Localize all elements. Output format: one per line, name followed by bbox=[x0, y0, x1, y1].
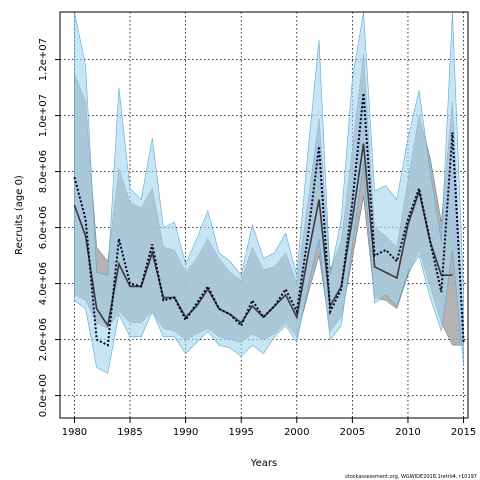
x-tick-label: 1980 bbox=[62, 427, 87, 438]
y-tick-label: 6.0e+06 bbox=[38, 206, 49, 249]
footer-note: stockassessment.org, WGWIDE2018.1retro4,… bbox=[345, 474, 477, 480]
y-tick-label: 1.0e+07 bbox=[38, 94, 49, 137]
y-tick-label: 8.0e+06 bbox=[38, 150, 49, 193]
x-tick-label: 2015 bbox=[451, 427, 476, 438]
y-axis-title: Recruits (age 0) bbox=[14, 175, 25, 255]
x-tick-label: 1985 bbox=[117, 427, 142, 438]
x-tick-label: 2005 bbox=[340, 427, 365, 438]
series-lines bbox=[73, 93, 465, 347]
y-tick-label: 2.0e+06 bbox=[38, 318, 49, 361]
confidence-bands bbox=[74, 11, 464, 374]
plot-frame bbox=[59, 11, 469, 419]
x-axis-title: Years bbox=[250, 458, 277, 469]
axes: 1980 1985 1990 1995 2000 2005 2010 2015 0.0e+00 2… bbox=[38, 38, 476, 438]
y-tick-label: 0.0e+00 bbox=[38, 374, 49, 417]
x-tick-label: 2010 bbox=[395, 427, 420, 438]
y-tick-label: 1.2e+07 bbox=[38, 38, 49, 81]
dotted-estimate-line bbox=[73, 93, 465, 347]
x-tick-label: 2000 bbox=[284, 427, 309, 438]
x-tick-label: 1995 bbox=[228, 427, 253, 438]
blue-confidence-band bbox=[74, 11, 464, 374]
y-tick-label: 4.0e+06 bbox=[38, 262, 49, 305]
x-tick-label: 1990 bbox=[173, 427, 198, 438]
